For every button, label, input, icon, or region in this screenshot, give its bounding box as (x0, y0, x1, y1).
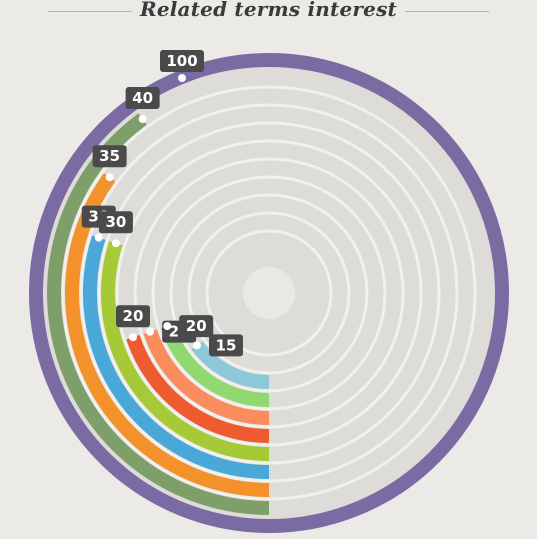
track-ring (97, 121, 441, 465)
tag-label: 35 (99, 147, 120, 165)
series-arc-2 (47, 113, 270, 515)
track-ring (205, 229, 333, 357)
track-ring (61, 85, 477, 501)
tag-dot (105, 173, 114, 182)
tag-box (115, 305, 150, 328)
track-ring (79, 103, 459, 483)
tag-label: 30 (105, 213, 126, 231)
tag-label: 100 (166, 52, 197, 70)
tag-label: 15 (216, 336, 237, 354)
tag-dot (178, 74, 186, 82)
title-row: Related terms interest (0, 0, 537, 24)
value-tag-8: 20 (163, 315, 214, 338)
track-ring (115, 139, 423, 447)
value-tag-2: 40 (125, 87, 160, 124)
tag-dot (111, 239, 120, 248)
tag-dot (138, 115, 147, 124)
tag-label: 20 (186, 317, 207, 335)
value-tag-5: 30 (98, 211, 133, 248)
tag-dot (146, 327, 155, 336)
series-arc-5 (101, 241, 270, 461)
value-tag-3: 35 (92, 145, 127, 182)
tag-dot (94, 233, 103, 242)
series-arc-9 (191, 341, 270, 389)
value-tag-6: 20 (115, 305, 150, 342)
track-ring (151, 175, 387, 411)
tag-box (160, 50, 204, 72)
tag-box (179, 315, 214, 338)
tag-box (92, 145, 127, 168)
tag-label: 40 (132, 89, 153, 107)
series-arc-4 (83, 235, 270, 479)
chart-title-wrap: Related terms interest (0, 0, 537, 21)
series-arc-3 (65, 173, 270, 497)
series-arc-1 (29, 52, 509, 533)
value-tag-9: 15 (192, 334, 243, 357)
tag-dot (192, 341, 201, 350)
track-ring (169, 193, 369, 393)
tag-box (98, 211, 133, 234)
series-arc-6 (126, 334, 270, 443)
chart-title: Related terms interest (132, 0, 405, 21)
tag-box (125, 87, 160, 110)
center-hub (243, 267, 295, 319)
value-tag-1: 100 (160, 50, 204, 82)
tag-box (208, 334, 243, 357)
track-ring (133, 157, 405, 429)
track-ring (187, 211, 351, 375)
tag-dot (128, 333, 137, 342)
tag-dot (163, 322, 172, 331)
series-arc-7 (143, 329, 270, 425)
tag-label: 20 (123, 307, 144, 325)
